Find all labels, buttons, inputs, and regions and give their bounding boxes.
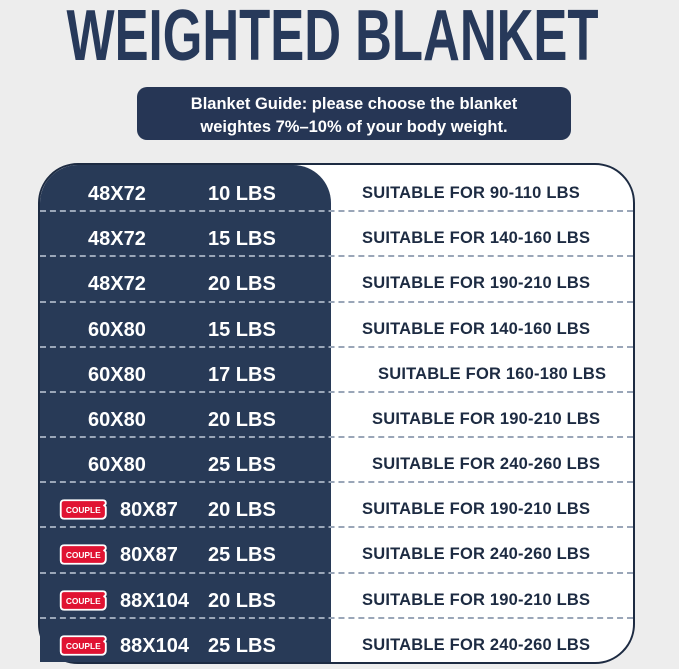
svg-text:WEIGHTED BLANKET: WEIGHTED BLANKET xyxy=(67,0,599,75)
svg-text:COUPLE: COUPLE xyxy=(66,641,101,651)
svg-text:COUPLE: COUPLE xyxy=(66,505,101,515)
svg-text:COUPLE: COUPLE xyxy=(66,596,101,606)
svg-text:COUPLE: COUPLE xyxy=(66,550,101,560)
